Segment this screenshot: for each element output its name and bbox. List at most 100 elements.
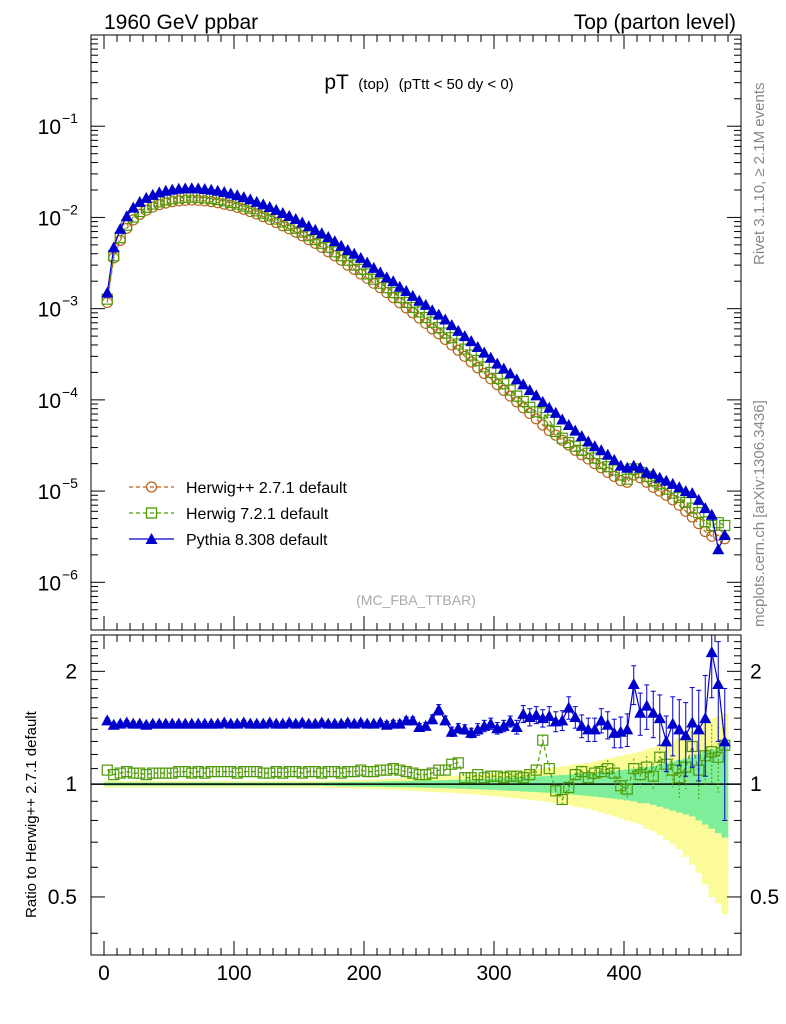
legend-marker-herwigpp: [145, 481, 158, 493]
ratio-y-tick-label: 2: [65, 660, 77, 683]
data-point-pythia: [679, 485, 692, 497]
data-point-pythia: [647, 467, 660, 479]
legend-entry-herwig7: Herwig 7.2.1 default: [129, 506, 329, 523]
ratio-point-herwig7: [348, 766, 360, 778]
data-point-herwigpp: [511, 396, 523, 408]
ratio-point-herwig7: [543, 763, 555, 775]
band-inner-bin: [695, 754, 703, 821]
ratio-point-herwig7: [160, 767, 172, 779]
band-inner-bin: [656, 764, 664, 807]
ratio-point-pythia: [543, 709, 556, 721]
main-series-layer: [101, 182, 731, 555]
ratio-point-pythia: [556, 714, 569, 726]
ratio-point-herwig7: [199, 767, 211, 779]
ratio-point-herwig7: [511, 770, 523, 782]
main-y-tick-label: 10: [38, 481, 61, 504]
ratio-point-herwig7: [465, 772, 477, 784]
ratio-point-herwig7: [368, 766, 380, 778]
data-point-pythia: [491, 357, 504, 369]
data-point-pythia: [634, 461, 647, 473]
ratio-point-pythia: [575, 719, 588, 731]
ratio-point-pythia: [393, 717, 406, 729]
data-point-pythia: [543, 401, 556, 413]
ratio-point-pythia: [471, 723, 484, 735]
ratio-point-herwig7: [407, 767, 419, 779]
ratio-x-tick-label: 200: [346, 962, 381, 985]
data-point-pythia: [465, 335, 478, 347]
data-point-pythia: [400, 285, 413, 297]
ratio-point-pythia: [517, 707, 530, 719]
data-point-herwigpp: [602, 466, 614, 479]
ratio-point-herwig7: [576, 766, 588, 778]
ratio-point-herwig7: [712, 751, 724, 763]
data-point-pythia: [361, 256, 374, 268]
data-point-pythia: [478, 346, 491, 358]
ratio-point-herwig7: [641, 761, 653, 773]
data-point-pythia: [328, 235, 341, 247]
data-point-pythia: [439, 313, 452, 325]
data-point-herwig7: [485, 366, 497, 379]
band-inner-bin: [637, 767, 644, 804]
ratio-point-pythia: [504, 715, 517, 727]
legend-label-herwigpp: Herwig++ 2.7.1 default: [186, 480, 348, 497]
data-point-pythia: [660, 474, 673, 486]
ratio-point-pythia: [445, 725, 458, 737]
data-point-pythia: [556, 413, 569, 425]
data-point-pythia: [445, 319, 458, 331]
data-point-pythia: [504, 367, 517, 379]
data-point-herwig7: [537, 407, 549, 419]
ratio-point-herwig7: [192, 766, 204, 778]
ratio-point-pythia: [562, 701, 575, 713]
data-point-pythia: [569, 424, 582, 436]
ratio-point-herwig7: [283, 766, 295, 778]
band-inner-bin: [630, 768, 638, 802]
main-y-tick-label-exponent: −1: [62, 110, 78, 126]
ratio-point-herwig7: [530, 764, 542, 776]
ratio-point-herwig7: [485, 770, 497, 782]
ratio-point-herwig7: [634, 769, 646, 781]
data-point-pythia: [348, 247, 361, 259]
data-point-herwigpp: [693, 518, 705, 530]
data-point-pythia: [530, 389, 543, 401]
ratio-point-herwig7: [218, 766, 230, 778]
ratio-point-pythia: [465, 726, 478, 738]
ratio-point-herwig7: [420, 769, 432, 781]
data-point-pythia: [608, 453, 621, 465]
data-point-herwig7: [498, 378, 510, 390]
data-point-pythia: [120, 210, 133, 222]
legend-label-pythia: Pythia 8.308 default: [186, 532, 328, 549]
ratio-x-tick-label: 0: [98, 962, 110, 985]
band-inner-bin: [682, 758, 690, 815]
data-point-pythia: [283, 209, 296, 221]
data-point-pythia: [335, 239, 348, 251]
ratio-point-pythia: [660, 735, 673, 747]
data-point-herwigpp: [472, 362, 484, 374]
data-point-herwigpp: [504, 390, 516, 402]
data-point-pythia: [237, 191, 250, 203]
band-inner-bin: [708, 749, 716, 829]
ratio-point-herwig7: [537, 734, 549, 746]
data-point-pythia: [582, 435, 595, 447]
data-point-herwig7: [316, 237, 328, 249]
ratio-point-pythia: [705, 646, 718, 658]
data-point-pythia: [101, 286, 114, 298]
ratio-point-pythia: [601, 718, 614, 730]
ratio-point-herwig7: [205, 766, 217, 778]
ratio-point-herwig7: [589, 767, 601, 779]
ratio-point-herwig7: [673, 772, 685, 784]
data-point-herwigpp: [420, 317, 432, 329]
ratio-point-herwig7: [316, 767, 328, 779]
ratio-point-herwig7: [238, 766, 250, 778]
data-point-pythia: [471, 340, 484, 352]
ratio-point-pythia: [419, 719, 432, 731]
ratio-point-herwig7: [225, 766, 237, 778]
ratio-point-herwig7: [329, 766, 341, 778]
ratio-point-herwig7: [114, 767, 126, 779]
data-point-herwig7: [602, 461, 614, 473]
ratio-point-pythia: [692, 723, 705, 735]
main-y-tick-label: 10: [38, 299, 61, 322]
ratio-point-herwig7: [251, 766, 263, 778]
data-point-herwigpp: [706, 530, 718, 542]
data-point-herwigpp: [433, 328, 445, 340]
